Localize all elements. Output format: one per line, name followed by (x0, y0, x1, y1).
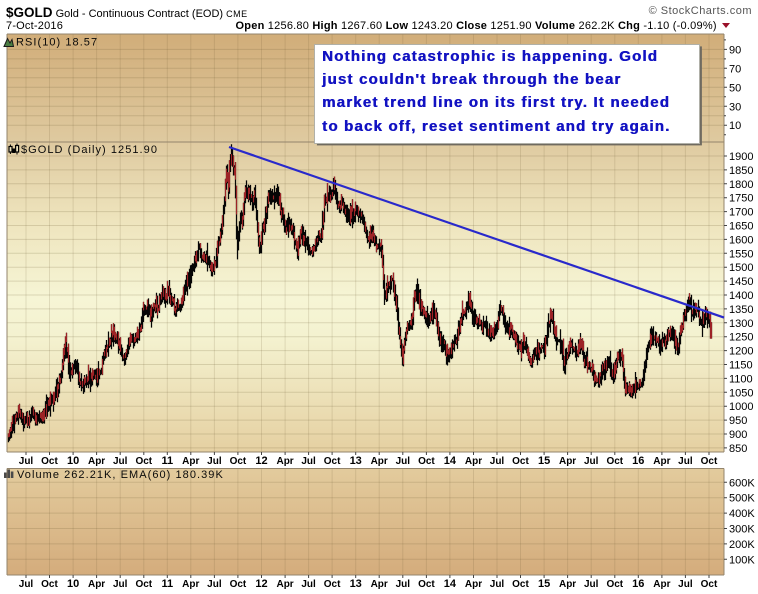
svg-text:Apr: Apr (465, 456, 482, 467)
svg-text:11: 11 (161, 578, 173, 590)
svg-text:50: 50 (729, 82, 741, 94)
svg-text:13: 13 (350, 455, 362, 467)
svg-text:Apr: Apr (653, 456, 670, 467)
svg-text:Jul: Jul (113, 456, 128, 467)
svg-text:Jul: Jul (301, 579, 316, 590)
svg-text:1550: 1550 (729, 248, 753, 260)
svg-text:400K: 400K (729, 508, 755, 520)
svg-text:Jul: Jul (584, 456, 599, 467)
svg-text:1700: 1700 (729, 207, 753, 219)
svg-text:600K: 600K (729, 477, 755, 489)
svg-text:1300: 1300 (729, 318, 753, 330)
svg-text:10: 10 (67, 455, 79, 467)
svg-text:1500: 1500 (729, 262, 753, 274)
svg-text:Jul: Jul (678, 456, 693, 467)
svg-text:Volume 262.21K, EMA(60) 180.39: Volume 262.21K, EMA(60) 180.39K (17, 469, 224, 481)
svg-text:100K: 100K (729, 554, 755, 566)
svg-text:Oct: Oct (418, 456, 435, 467)
svg-text:Oct: Oct (230, 579, 247, 590)
svg-text:Oct: Oct (512, 579, 529, 590)
svg-text:1900: 1900 (729, 151, 753, 163)
svg-text:1400: 1400 (729, 290, 753, 302)
svg-text:Apr: Apr (182, 579, 199, 590)
svg-text:Apr: Apr (182, 456, 199, 467)
svg-text:1100: 1100 (729, 373, 753, 385)
svg-text:12: 12 (255, 578, 267, 590)
svg-text:Jul: Jul (396, 456, 411, 467)
svg-text:Apr: Apr (653, 579, 670, 590)
svg-text:Jul: Jul (490, 579, 505, 590)
svg-text:14: 14 (444, 455, 457, 467)
svg-text:1200: 1200 (729, 346, 753, 358)
svg-text:11: 11 (161, 455, 173, 467)
svg-text:Oct: Oct (606, 456, 623, 467)
svg-text:1750: 1750 (729, 193, 753, 205)
svg-text:Jul: Jul (490, 456, 505, 467)
svg-text:850: 850 (729, 443, 747, 455)
svg-text:16: 16 (632, 455, 644, 467)
svg-text:Oct: Oct (418, 579, 435, 590)
svg-text:Jul: Jul (678, 579, 693, 590)
svg-text:15: 15 (538, 578, 550, 590)
svg-text:Oct: Oct (135, 579, 152, 590)
svg-text:Oct: Oct (230, 456, 247, 467)
svg-text:Jul: Jul (396, 579, 411, 590)
svg-text:1600: 1600 (729, 234, 753, 246)
svg-text:14: 14 (444, 578, 457, 590)
svg-text:1000: 1000 (729, 401, 753, 413)
svg-text:Jul: Jul (19, 579, 34, 590)
svg-text:Oct: Oct (41, 579, 58, 590)
svg-text:500K: 500K (729, 493, 755, 505)
svg-text:Jul: Jul (301, 456, 316, 467)
svg-text:Oct: Oct (41, 456, 58, 467)
svg-text:300K: 300K (729, 524, 755, 536)
svg-text:10: 10 (67, 578, 79, 590)
svg-text:13: 13 (350, 578, 362, 590)
svg-text:Apr: Apr (88, 579, 105, 590)
svg-text:Oct: Oct (324, 456, 341, 467)
svg-text:Jul: Jul (207, 579, 222, 590)
svg-text:RSI(10) 18.57: RSI(10) 18.57 (16, 37, 98, 49)
svg-text:1800: 1800 (729, 179, 753, 191)
svg-text:900: 900 (729, 429, 747, 441)
svg-text:950: 950 (729, 415, 747, 427)
svg-text:200K: 200K (729, 539, 755, 551)
svg-text:Apr: Apr (88, 456, 105, 467)
svg-text:Jul: Jul (584, 579, 599, 590)
svg-text:Apr: Apr (276, 456, 293, 467)
svg-text:1350: 1350 (729, 304, 753, 316)
svg-text:Apr: Apr (465, 579, 482, 590)
svg-text:Apr: Apr (559, 456, 576, 467)
svg-text:Oct: Oct (606, 579, 623, 590)
svg-text:1850: 1850 (729, 165, 753, 177)
svg-text:10: 10 (729, 120, 741, 132)
svg-text:Jul: Jul (19, 456, 34, 467)
svg-text:$GOLD (Daily) 1251.90: $GOLD (Daily) 1251.90 (21, 144, 158, 156)
svg-text:Oct: Oct (701, 579, 718, 590)
svg-text:15: 15 (538, 455, 550, 467)
svg-text:90: 90 (729, 44, 741, 56)
svg-text:30: 30 (729, 101, 741, 113)
svg-text:1150: 1150 (729, 360, 753, 372)
svg-text:1450: 1450 (729, 276, 753, 288)
svg-text:Oct: Oct (324, 579, 341, 590)
svg-text:Apr: Apr (559, 579, 576, 590)
svg-text:Apr: Apr (371, 456, 388, 467)
svg-text:Jul: Jul (207, 456, 222, 467)
svg-text:Apr: Apr (371, 579, 388, 590)
svg-text:Oct: Oct (701, 456, 718, 467)
svg-text:Apr: Apr (276, 579, 293, 590)
svg-text:Oct: Oct (135, 456, 152, 467)
svg-text:70: 70 (729, 63, 741, 75)
svg-text:Oct: Oct (512, 456, 529, 467)
svg-text:16: 16 (632, 578, 644, 590)
svg-text:12: 12 (255, 455, 267, 467)
svg-text:1250: 1250 (729, 332, 753, 344)
svg-text:1650: 1650 (729, 221, 753, 233)
svg-text:Jul: Jul (113, 579, 128, 590)
svg-text:1050: 1050 (729, 387, 753, 399)
